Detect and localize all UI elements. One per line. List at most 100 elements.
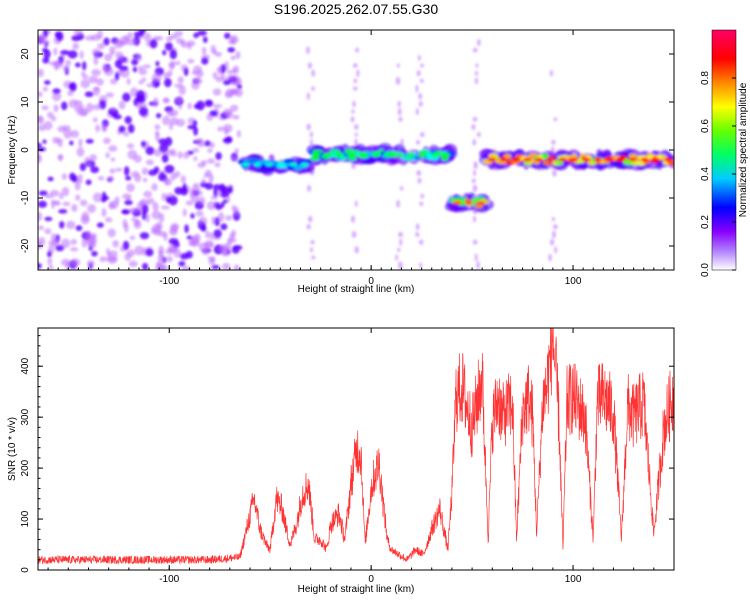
noise-blob	[97, 42, 106, 50]
signal-peak	[523, 157, 532, 162]
signal-peak	[640, 157, 649, 162]
noise-blob	[174, 186, 183, 195]
noise-blob	[97, 30, 104, 40]
noise-blob	[80, 71, 86, 77]
streak-blob	[310, 240, 315, 245]
x-tick-label: 0	[368, 574, 374, 585]
noise-blob	[55, 138, 63, 143]
noise-blob	[38, 190, 48, 196]
noise-blob	[44, 228, 52, 235]
streak-blob	[552, 224, 558, 230]
noise-blob	[193, 32, 200, 39]
noise-blob	[41, 105, 49, 111]
noise-blob	[139, 232, 150, 240]
noise-blob	[184, 224, 189, 234]
noise-blob	[38, 225, 44, 231]
noise-blob	[193, 65, 203, 74]
noise-blob	[93, 55, 99, 66]
noise-blob	[43, 120, 53, 131]
streak-blob	[474, 253, 478, 262]
noise-blob	[133, 31, 144, 38]
x-tick-label: -100	[159, 276, 179, 287]
noise-blob	[198, 242, 208, 252]
noise-blob	[123, 166, 130, 176]
noise-blob	[122, 92, 131, 102]
noise-blob	[153, 166, 160, 174]
noise-blob	[38, 36, 45, 45]
noise-blob	[65, 59, 72, 67]
noise-blob	[220, 63, 226, 74]
streak-blob	[474, 77, 479, 85]
noise-blob	[52, 238, 60, 247]
streak-blob	[395, 76, 401, 85]
noise-blob	[99, 256, 107, 262]
streak-blob	[474, 70, 479, 76]
noise-blob	[158, 138, 168, 145]
streak-blob	[551, 230, 556, 239]
y-tick-label: 20	[20, 48, 31, 60]
streak-blob	[418, 100, 423, 107]
noise-blob	[217, 126, 224, 132]
streak-blob	[398, 231, 404, 238]
noise-blob	[71, 35, 81, 42]
noise-blob	[224, 32, 231, 39]
noise-blob	[236, 129, 241, 138]
noise-blob	[44, 216, 53, 222]
noise-blob	[108, 202, 116, 210]
noise-blob	[152, 202, 159, 212]
noise-blob	[193, 103, 201, 110]
noise-blob	[71, 258, 81, 267]
noise-blob	[38, 68, 44, 78]
noise-blob	[140, 140, 147, 147]
noise-blob	[92, 86, 101, 91]
noise-blob	[183, 151, 190, 159]
noise-blob	[128, 207, 139, 214]
noise-blob	[225, 215, 233, 221]
noise-blob	[233, 65, 240, 74]
noise-blob	[124, 199, 133, 206]
noise-blob	[63, 128, 72, 139]
colorbar-tick-label: 0.2	[700, 215, 711, 229]
noise-blob	[177, 76, 184, 84]
colorbar-tick-label: 0.8	[700, 71, 711, 85]
noise-blob	[67, 90, 74, 97]
signal-blob	[329, 149, 341, 155]
noise-blob	[231, 229, 237, 237]
signal-peak	[453, 201, 462, 205]
noise-blob	[168, 195, 178, 206]
noise-blob	[95, 124, 101, 133]
signal-peak	[605, 157, 614, 162]
streak-blob	[420, 193, 425, 199]
noise-blob	[129, 235, 136, 241]
signal-blob	[348, 155, 357, 161]
noise-blob	[182, 208, 187, 217]
noise-blob	[100, 197, 107, 203]
noise-blob	[114, 72, 120, 81]
colorbar-tick-label: 0.6	[700, 119, 711, 133]
streak-blob	[549, 161, 554, 170]
noise-blob	[151, 72, 162, 83]
noise-blob	[58, 154, 63, 162]
noise-blob	[150, 227, 157, 235]
noise-blob	[142, 262, 149, 270]
noise-blob	[175, 118, 186, 127]
signal-peak	[442, 153, 451, 157]
noise-blob	[230, 104, 239, 112]
colorbar-tick-label: 0.0	[700, 263, 711, 277]
noise-blob	[236, 84, 242, 90]
streak-blob	[553, 117, 558, 122]
noise-blob	[143, 190, 153, 198]
noise-blob	[118, 65, 129, 72]
noise-blob	[115, 167, 123, 172]
noise-blob	[188, 239, 196, 247]
noise-blob	[221, 246, 231, 257]
noise-blob	[134, 174, 142, 183]
noise-blob	[192, 120, 198, 127]
noise-blob	[227, 238, 232, 245]
y-tick-label: 300	[20, 408, 31, 425]
noise-blob	[122, 240, 130, 251]
colorbar-tick-label: 0.4	[700, 167, 711, 181]
noise-blob	[103, 137, 111, 145]
